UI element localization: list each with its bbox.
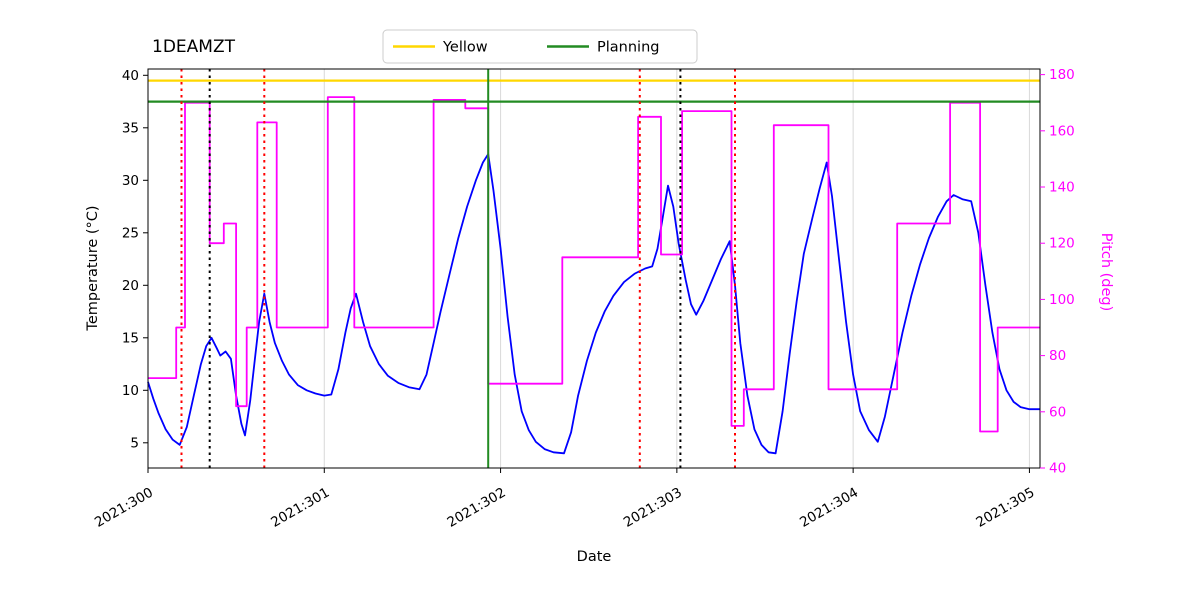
y-left-tick-label: 40 [122, 68, 139, 84]
y-left-tick-label: 15 [122, 330, 139, 346]
y-right-tick-label: 60 [1049, 404, 1066, 420]
x-tick-label: 2021:303 [621, 485, 685, 531]
temperature-1deamzt-line [147, 153, 1040, 455]
x-tick-label: 2021:300 [92, 485, 156, 531]
x-tick-label: 2021:302 [445, 485, 509, 531]
y-right-tick-label: 180 [1049, 67, 1075, 83]
y-right-tick-label: 40 [1049, 461, 1066, 477]
y-left-axis-label: Temperature (°C) [85, 205, 101, 331]
y-right-tick-label: 80 [1049, 348, 1066, 364]
axes-frame [147, 68, 1041, 469]
y-left-tick-label: 30 [122, 173, 139, 189]
y-right-tick-label: 140 [1049, 180, 1075, 196]
x-tick-label: 2021:301 [268, 485, 332, 531]
y-left-tick-label: 25 [122, 225, 139, 241]
legend-label-1: Yellow [442, 40, 488, 56]
y-left-tick-label: 35 [122, 120, 139, 136]
legend-label-2: Planning [597, 40, 659, 56]
x-tick-label: 2021:304 [797, 485, 861, 531]
y-right-tick-label: 120 [1049, 236, 1075, 252]
y-right-axis-label: Pitch (deg) [1098, 233, 1114, 312]
x-axis-label: Date [577, 549, 612, 565]
chart-layers: 5 10 15 20 25 30 35 40 40 60 80 100 120 140 160 180 2021… [92, 29, 1075, 531]
x-tick-label: 2021:305 [973, 485, 1037, 531]
y-left-tick-label: 20 [122, 278, 139, 294]
y-right-tick-label: 160 [1049, 123, 1075, 139]
y-right-tick-label: 100 [1049, 292, 1075, 308]
y-left-tick-label: 10 [122, 383, 139, 399]
y-left-tick-label: 5 [130, 435, 139, 451]
pitch-line [148, 96, 1040, 433]
chart-title: 1DEAMZT [152, 37, 236, 57]
legend-box [382, 29, 698, 64]
